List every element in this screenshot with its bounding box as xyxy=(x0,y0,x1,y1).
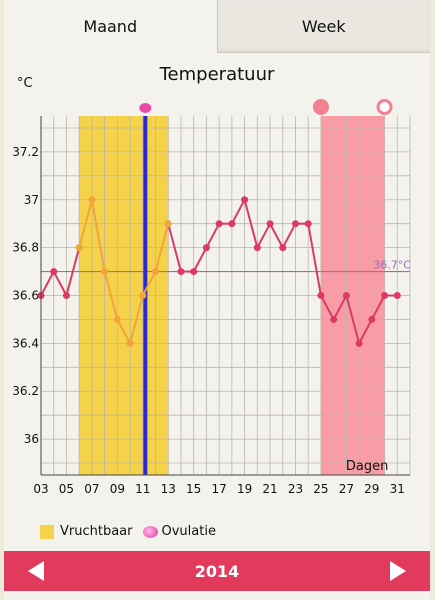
temperature-point xyxy=(177,268,185,276)
temperature-line-segment xyxy=(230,199,246,225)
temperature-point xyxy=(228,220,236,228)
temperature-point xyxy=(291,220,299,228)
period-start-marker-icon xyxy=(312,99,329,115)
temperature-line-segment xyxy=(358,318,373,344)
temperature-line-segment xyxy=(78,199,93,248)
temperature-point xyxy=(266,220,274,228)
temperature-line-segment xyxy=(281,223,297,249)
temperature-line-segment xyxy=(205,223,221,249)
x-tick-label: 09 xyxy=(110,482,125,496)
y-tick-label: 37 xyxy=(24,193,39,207)
x-tick-label: 07 xyxy=(84,482,99,496)
ovulation-icon xyxy=(142,525,158,538)
temperature-line-segment xyxy=(103,271,119,320)
temperature-point xyxy=(190,268,198,276)
x-tick-label: 21 xyxy=(262,482,277,496)
legend-ovulation-label: Ovulatie xyxy=(161,524,216,539)
app-frame: Maand Week Temperatuur °C 36 36.2 36.4 36.6… xyxy=(4,0,430,600)
temperature-point xyxy=(152,268,160,276)
temperature-line-segment xyxy=(129,295,144,344)
temperature-point xyxy=(317,292,325,299)
temperature-line-segment xyxy=(370,295,386,320)
reference-line-label: 36.7°C xyxy=(373,259,411,272)
temperature-point xyxy=(368,315,376,323)
year-navigation-bar: 2014 xyxy=(4,551,430,591)
y-tick-label: 36.2 xyxy=(12,384,39,398)
temperature-point xyxy=(75,244,83,252)
x-tick-label: 13 xyxy=(161,482,176,496)
temperature-line-segment xyxy=(256,223,271,249)
temperature-line-segment xyxy=(52,271,68,296)
x-tick-label: 03 xyxy=(33,482,48,496)
temperature-point xyxy=(355,339,363,347)
temperature-line-segment xyxy=(141,271,157,296)
temperature-point xyxy=(88,196,96,204)
x-tick-label: 23 xyxy=(288,482,303,496)
view-tabs: Maand Week xyxy=(4,0,430,53)
x-tick-label: 31 xyxy=(390,482,405,496)
temperature-point xyxy=(126,339,134,347)
y-tick-label: 37.2 xyxy=(12,145,39,159)
next-year-arrow-icon[interactable] xyxy=(390,561,406,581)
chart-title: Temperatuur xyxy=(159,64,275,85)
temperature-point xyxy=(113,315,121,323)
x-tick-label: 17 xyxy=(211,482,226,496)
temperature-point xyxy=(330,315,338,323)
previous-year-arrow-icon[interactable] xyxy=(28,561,44,581)
x-tick-label: 19 xyxy=(237,482,252,496)
x-tick-label: 11 xyxy=(135,482,150,496)
temperature-point xyxy=(62,292,70,299)
y-tick-label: 36.4 xyxy=(12,336,39,350)
temperature-point xyxy=(279,244,287,252)
chart-legend: Vruchtbaar Ovulatie xyxy=(40,524,216,539)
y-tick-label: 36.8 xyxy=(12,241,39,255)
temperature-line-segment xyxy=(65,247,81,296)
temperature-point xyxy=(253,244,261,252)
temperature-line-segment xyxy=(269,223,284,249)
temperature-line-segment xyxy=(167,223,182,272)
y-tick-label: 36.6 xyxy=(12,289,39,303)
temperature-point xyxy=(304,220,312,228)
x-axis-title: Dagen xyxy=(346,459,388,474)
temperature-line-segment xyxy=(320,295,335,320)
temperature-point xyxy=(215,220,223,228)
x-tick-label: 27 xyxy=(339,482,354,496)
temperature-line-segment xyxy=(154,223,170,272)
temperature-line-segment xyxy=(40,271,55,296)
ovulation-marker-icon xyxy=(139,103,152,113)
temperature-point xyxy=(139,292,147,299)
tab-week[interactable]: Week xyxy=(216,0,430,53)
legend-fertile-label: Vruchtbaar xyxy=(60,524,133,539)
temperature-line-segment xyxy=(116,318,131,344)
temperature-line-segment xyxy=(243,199,259,248)
temperature-line-segment xyxy=(192,247,208,273)
temperature-point xyxy=(50,268,58,276)
temperature-chart: 36 36.2 36.4 36.6 36.8 37 37.2 03 05 07 09 11 13 15 17… xyxy=(12,99,411,496)
x-tick-label: 15 xyxy=(186,482,201,496)
tab-maand[interactable]: Maand xyxy=(4,0,217,53)
y-tick-label: 36 xyxy=(24,432,39,446)
temperature-line-segment xyxy=(345,295,361,344)
x-tick-label: 05 xyxy=(59,482,74,496)
temperature-point xyxy=(241,196,249,204)
temperature-point xyxy=(202,244,210,252)
temperature-line-segment xyxy=(90,199,106,272)
temperature-point xyxy=(381,292,389,299)
period-end-marker-icon xyxy=(376,99,393,115)
temperature-point xyxy=(393,292,401,299)
x-tick-label: 25 xyxy=(313,482,328,496)
temperature-line-segment xyxy=(307,223,322,296)
fertile-swatch xyxy=(40,524,54,539)
x-tick-label: 29 xyxy=(364,482,379,496)
temperature-point xyxy=(101,268,109,276)
y-axis-unit: °C xyxy=(17,76,33,91)
temperature-point xyxy=(342,292,350,299)
temperature-line-segment xyxy=(332,295,348,320)
year-label: 2014 xyxy=(194,561,240,581)
temperature-point xyxy=(164,220,172,228)
